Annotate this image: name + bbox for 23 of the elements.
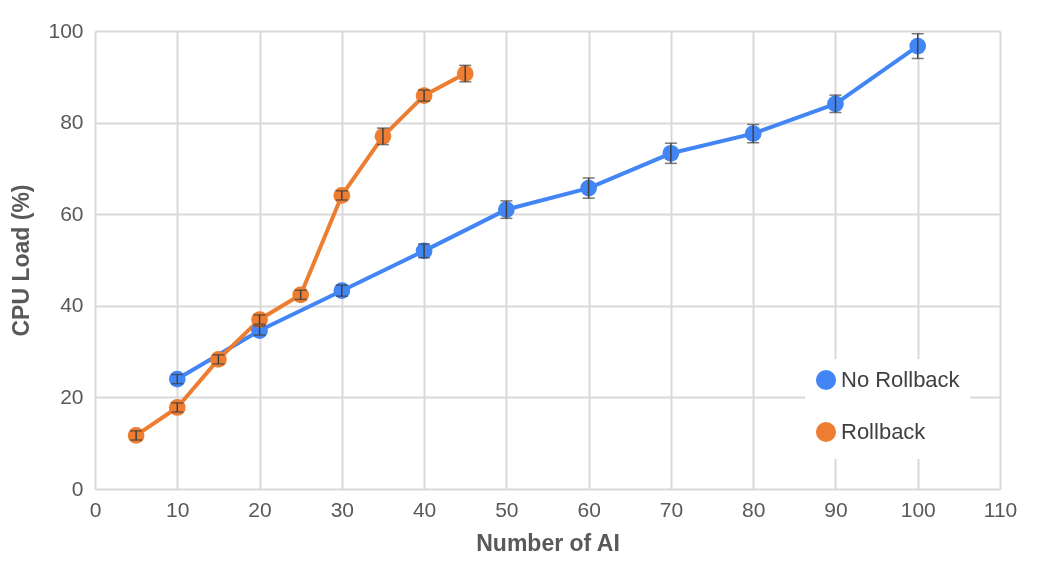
- x-tick-label: 0: [89, 497, 102, 521]
- x-tick-label: 30: [330, 497, 354, 521]
- legend-label: Rollback: [841, 419, 927, 444]
- x-axis-title: Number of AI: [476, 529, 620, 556]
- x-tick-label: 20: [248, 497, 272, 521]
- x-tick-label: 100: [900, 497, 936, 521]
- y-tick-label: 60: [60, 201, 84, 225]
- x-tick-label: 80: [742, 497, 766, 521]
- y-tick-label: 20: [60, 384, 84, 408]
- point: [909, 37, 927, 55]
- y-tick-label: 0: [71, 476, 84, 500]
- y-tick-label: 40: [60, 293, 84, 317]
- y-axis-title: CPU Load (%): [8, 184, 35, 337]
- y-tick-label: 80: [60, 110, 84, 134]
- x-tick-label: 50: [495, 497, 519, 521]
- x-tick-label: 40: [412, 497, 437, 521]
- x-tick-label: 110: [983, 497, 1018, 521]
- x-tick-label: 70: [659, 497, 684, 521]
- x-tick-label: 90: [824, 497, 848, 521]
- x-tick-label: 60: [577, 497, 601, 521]
- legend-label: No Rollback: [841, 367, 961, 392]
- x-tick-label: 10: [166, 497, 190, 521]
- y-tick-label: 100: [48, 18, 84, 42]
